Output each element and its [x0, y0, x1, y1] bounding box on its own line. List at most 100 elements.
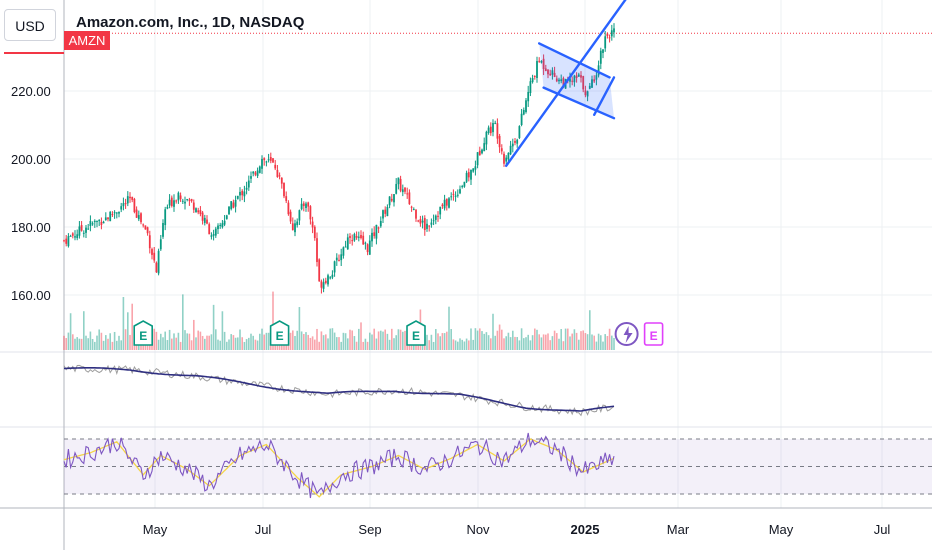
volume-bar [538, 334, 540, 350]
volume-bar [197, 330, 199, 350]
candle-body [461, 186, 464, 188]
candle-body [386, 206, 389, 217]
candle-body [188, 199, 191, 201]
volume-bar [457, 341, 459, 350]
bull-flag-pattern[interactable] [505, 0, 662, 168]
candle-body [285, 196, 288, 201]
volume-bar [63, 335, 65, 350]
volume-bar [426, 334, 428, 350]
ticker-badge: AMZN [64, 31, 110, 50]
flagpole-line [505, 0, 627, 168]
volume-bar [553, 330, 556, 350]
rsi-pane[interactable] [63, 432, 932, 499]
candle-body [221, 223, 224, 228]
candle-body [96, 220, 98, 222]
candle-body [591, 79, 593, 88]
candle-body [606, 33, 609, 37]
volume-bar [186, 333, 188, 350]
volume-bar [437, 333, 439, 350]
candle-body [228, 206, 230, 215]
volume-bar [364, 338, 367, 350]
volume-bar [316, 328, 318, 350]
candle-body [562, 78, 565, 88]
candle-body [91, 223, 94, 225]
candle-body [118, 211, 120, 214]
candle-body [98, 219, 101, 222]
candle-body [89, 221, 92, 226]
volume-bar [479, 328, 481, 350]
candle-body [179, 195, 182, 200]
volume-bar [582, 330, 584, 350]
candle-body [608, 37, 611, 39]
currency-selector[interactable]: USD [4, 9, 56, 41]
volume-bar [228, 339, 230, 350]
candlestick-series[interactable] [63, 23, 615, 294]
volume-bar [157, 339, 160, 350]
candle-body [404, 187, 406, 192]
candle-body [300, 203, 303, 210]
flag-channel-fill [539, 43, 614, 119]
candle-body [406, 193, 409, 195]
candle-body [93, 220, 96, 223]
candle-body [390, 198, 393, 201]
candle-body [157, 250, 160, 274]
candle-body [296, 221, 299, 226]
candle-body [364, 242, 367, 244]
candle-body [104, 217, 107, 220]
candle-body [467, 172, 470, 178]
volume-bar [94, 341, 96, 350]
candle-body [415, 209, 417, 219]
flash-icon [623, 326, 633, 343]
candle-body [335, 257, 338, 261]
candle-body [309, 206, 312, 220]
volume-bar [496, 330, 499, 350]
candle-body [232, 202, 235, 208]
candle-body [432, 220, 435, 222]
volume-bar [237, 337, 239, 350]
candle-body [507, 152, 510, 160]
price-tick-label: 220.00 [11, 84, 51, 99]
candle-body [177, 192, 180, 201]
candle-body [203, 217, 206, 223]
volume-bar [452, 339, 455, 350]
candle-body [181, 200, 184, 202]
volume-bar [360, 322, 362, 350]
volume-bar [289, 332, 292, 350]
candle-body [357, 236, 360, 238]
candle-body [536, 61, 538, 79]
volume-bar [371, 334, 373, 350]
candle-body [362, 235, 365, 245]
volume-bar [327, 338, 329, 350]
volume-bar [562, 341, 565, 350]
candle-body [597, 65, 600, 76]
candle-body [320, 281, 323, 288]
channel-upper-line [538, 42, 611, 79]
volume-bar [300, 331, 303, 350]
volume-bar [168, 329, 171, 350]
volume-bar [303, 334, 305, 350]
candle-body [243, 191, 246, 197]
candle-body [173, 200, 175, 207]
candle-body [368, 240, 371, 255]
volume-bar [72, 334, 74, 350]
candle-body [272, 158, 274, 163]
volume-bar [369, 332, 371, 350]
candle-body [219, 224, 222, 226]
volume-bar [386, 333, 389, 350]
candle-body [595, 75, 598, 80]
candle-body [133, 198, 136, 213]
volume-bar [518, 340, 521, 350]
volume-bar [336, 337, 338, 350]
time-tick-label: May [143, 522, 168, 537]
candle-body [417, 220, 420, 222]
volume-bar [199, 331, 202, 350]
volume-bar [435, 329, 437, 350]
volume-bar [446, 331, 448, 350]
volume-bar [173, 333, 175, 350]
candle-body [280, 177, 283, 184]
oscillator-pane[interactable] [63, 364, 615, 417]
candle-body [575, 75, 578, 79]
candle-body [599, 50, 602, 64]
